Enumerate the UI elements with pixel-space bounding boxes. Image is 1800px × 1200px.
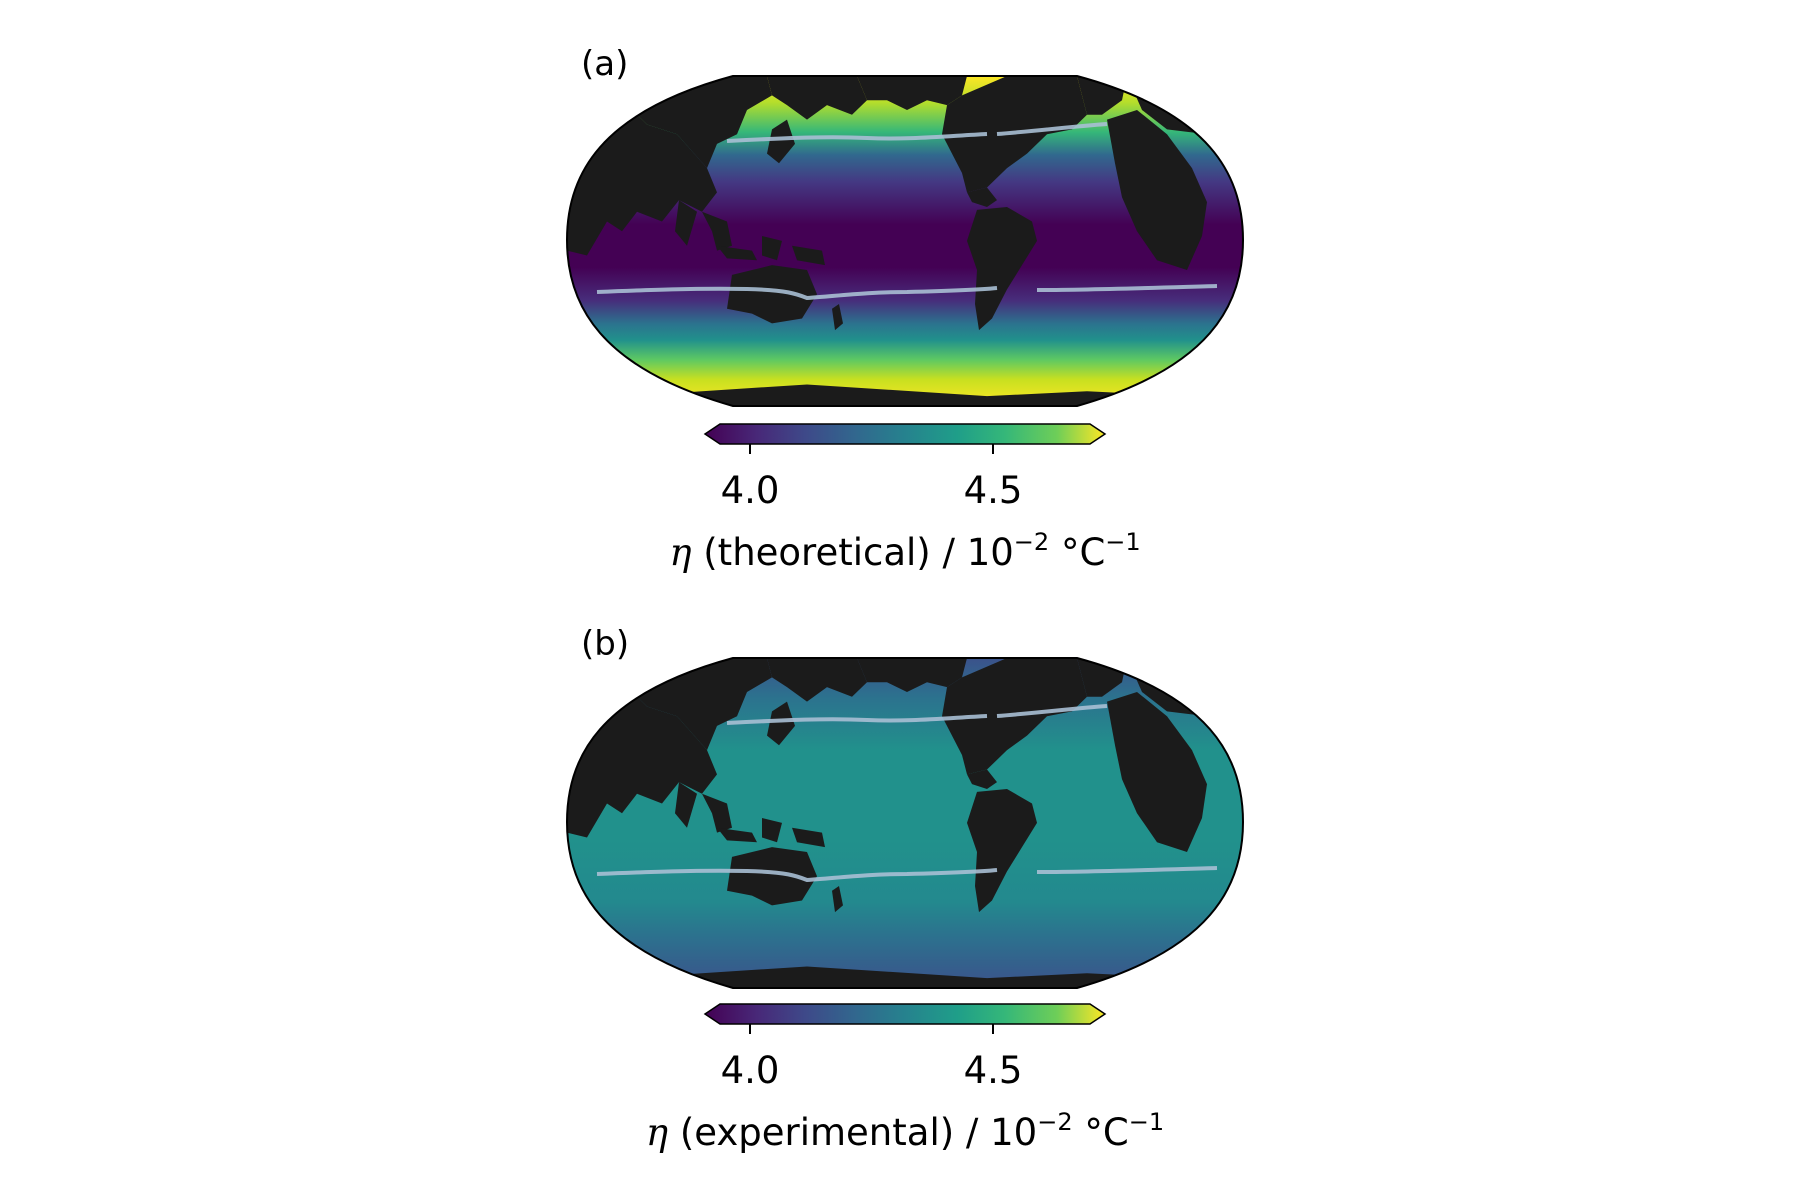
colorbar-a-tick-1: 4.5 <box>963 469 1023 512</box>
colorbar-b <box>703 1003 1107 1034</box>
colorbar-a <box>703 423 1107 454</box>
panel-a-label: (a) <box>581 44 629 84</box>
colorbar-a-tick-0: 4.0 <box>720 469 780 512</box>
eta-symbol: η <box>669 531 692 574</box>
colorbar-b-tick-0: 4.0 <box>720 1049 780 1092</box>
colorbar-a-title: η (theoretical) / 10−2 °C−1 <box>669 528 1141 574</box>
eta-symbol: η <box>645 1111 669 1154</box>
colorbar-b-tick-1: 4.5 <box>963 1049 1023 1092</box>
colorbar-b-title: η (experimental) / 10−2 °C−1 <box>645 1108 1165 1154</box>
panel-b-label: (b) <box>581 624 630 664</box>
map-a-outline <box>565 75 1245 407</box>
map-b <box>567 658 1243 988</box>
map-b-outline <box>565 657 1245 989</box>
map-a <box>567 76 1243 406</box>
